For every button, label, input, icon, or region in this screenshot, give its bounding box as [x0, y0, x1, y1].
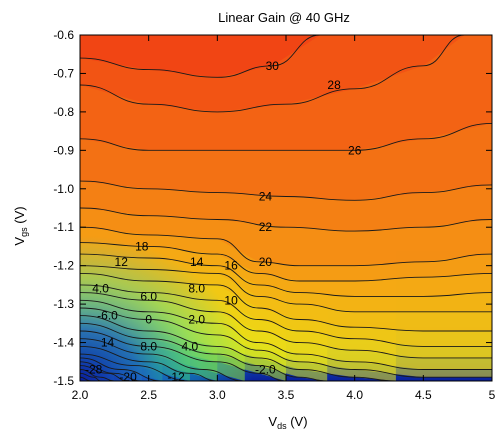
y-tick-label: -0.8 [53, 105, 74, 119]
x-axis-title: Vds (V) [268, 414, 307, 431]
contour-label: 26 [348, 143, 362, 157]
contour-line [80, 307, 492, 378]
y-tick-label: -1.3 [53, 297, 74, 311]
contour-label: 4.0 [182, 339, 199, 353]
contour-label: 18 [135, 239, 149, 253]
contour-line [80, 253, 492, 297]
chart-title: Linear Gain @ 40 GHz [218, 10, 350, 25]
contour-line [80, 226, 492, 267]
contour-line [80, 322, 328, 381]
contour-label: -28 [85, 363, 103, 377]
low-gain-corner-fill [80, 35, 492, 381]
contour-line [80, 272, 492, 332]
contour-line [80, 122, 492, 151]
contour-line [80, 345, 218, 381]
contour-label: 2.0 [188, 313, 205, 327]
contour-label: 4.0 [92, 282, 109, 296]
contour-line [80, 365, 129, 381]
contour-label: 12 [115, 255, 129, 269]
x-axis: 2.0 2.5 3.0 3.5 4.0 4.5 5 [72, 35, 496, 402]
contour-label: 22 [259, 220, 273, 234]
x-tick-label: 3.5 [278, 388, 295, 402]
x-tick-label: 4.5 [415, 388, 432, 402]
contour-line [80, 207, 492, 232]
y-tick-label: -1.4 [53, 336, 74, 350]
contour-line [80, 284, 492, 347]
y-axis: -1.5 -1.4 -1.3 -1.2 -1.1 -1.0 -0.9 -0.8 -0.7 -0.6 [53, 28, 492, 388]
contour-line [80, 35, 465, 113]
contour-line [80, 265, 492, 313]
contour-label: 30 [266, 59, 280, 73]
contour-line [80, 299, 492, 370]
contour-label: 14 [190, 255, 204, 269]
contour-label: 14 [101, 336, 115, 350]
contour-line [80, 35, 321, 78]
contour-line [80, 372, 101, 381]
y-tick-label: -1.1 [53, 220, 74, 234]
y-axis-title: Vgs (V) [12, 206, 29, 245]
contour-line [80, 242, 492, 282]
contour-label: -12 [167, 370, 185, 384]
y-tick-label: -1.0 [53, 182, 74, 196]
contour-label: 10 [224, 293, 238, 307]
contour-label: 20 [259, 255, 273, 269]
contour-label: -2.0 [255, 363, 276, 377]
x-tick-label: 4.0 [346, 388, 363, 402]
x-tick-label: 2.0 [72, 388, 89, 402]
contour-label: 24 [259, 190, 273, 204]
plot-area: 30 28 26 24 22 20 18 16 14 12 10 8.0 6.0 4.0 2.0 0 -2.0 -… [79, 34, 493, 384]
y-tick-label: -0.7 [53, 66, 74, 80]
x-axis-title-unit: (V) [287, 414, 308, 429]
y-axis-title-main: V [12, 237, 27, 246]
x-axis-title-main: V [268, 414, 277, 429]
contour-line [80, 353, 190, 381]
contour-label: 0 [145, 313, 152, 327]
contour-label: 6.0 [140, 289, 157, 303]
y-axis-title-unit: (V) [12, 206, 27, 227]
y-tick-label: -1.5 [53, 374, 74, 388]
contour-label: 28 [327, 78, 341, 92]
y-tick-label: -1.2 [53, 259, 74, 273]
contour-label: -20 [119, 370, 137, 384]
contour-label: 8.0 [140, 339, 157, 353]
contour-line [80, 292, 492, 359]
contour-line [80, 338, 245, 381]
contour-label: -6.0 [97, 309, 118, 323]
x-tick-label: 2.5 [140, 388, 157, 402]
contour-line [80, 330, 287, 381]
x-tick-label: 3.0 [209, 388, 226, 402]
x-axis-title-sub: ds [277, 421, 287, 431]
x-tick-label: 5 [489, 388, 496, 402]
contour-line [80, 180, 492, 201]
y-tick-label: -0.9 [53, 143, 74, 157]
contour-line [80, 369, 115, 381]
y-axis-title-sub: gs [19, 227, 29, 237]
contour-label: 16 [224, 259, 238, 273]
contour-label: 8.0 [188, 282, 205, 296]
y-tick-label: -0.6 [53, 28, 74, 42]
contour-line [80, 361, 142, 381]
